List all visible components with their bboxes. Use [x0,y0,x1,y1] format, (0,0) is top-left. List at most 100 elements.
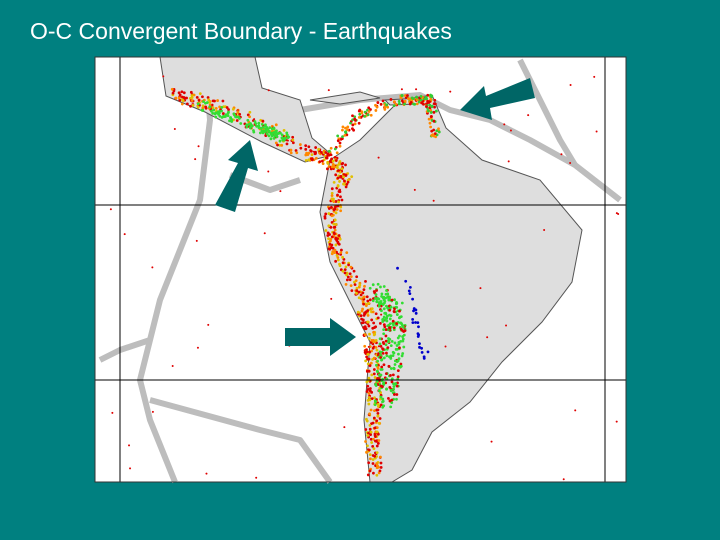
quake-dot [350,289,354,293]
quake-dot [357,115,361,119]
quake-dot [430,134,434,137]
quake-dot [397,357,401,361]
quake-dot [416,332,420,336]
quake-dot [387,298,391,302]
quake-dot [189,90,193,94]
quake-dot [210,103,214,107]
quake-dot [507,160,510,163]
quake-dot [368,424,372,427]
quake-dot [364,440,367,443]
quake-dot [231,107,235,111]
quake-dot [392,326,396,330]
quake-dot [373,434,377,437]
quake-dot [377,389,381,393]
quake-dot [330,157,333,161]
quake-dot [375,289,378,292]
quake-dot [383,107,387,111]
quake-dot [428,121,432,125]
quake-dot [335,166,339,170]
quake-dot [257,121,261,125]
quake-dot [220,109,223,113]
quake-dot [400,354,404,358]
quake-dot [408,102,412,106]
quake-dot [327,89,330,92]
quake-dot [343,179,346,183]
quake-dot [191,103,195,107]
quake-dot [362,295,366,299]
quake-dot [361,307,364,311]
quake-dot [372,356,376,360]
quake-dot [364,304,368,308]
quake-dot [276,143,279,147]
quake-dot [429,115,433,118]
quake-dot [205,472,208,475]
quake-dot [370,318,374,322]
quake-dot [180,90,184,94]
quake-dot [312,150,315,153]
quake-dot [391,319,395,323]
graticule [95,57,626,482]
quake-dot [178,98,182,102]
quake-dot [345,273,349,277]
quake-dot [367,357,371,361]
quake-dot [373,439,377,443]
quake-dot [320,151,323,154]
quake-dot [338,144,342,148]
quake-dot [342,258,346,261]
quake-dot [367,302,370,305]
quake-dot [195,95,199,99]
quake-dot [376,316,380,320]
quake-dot [274,141,278,145]
quake-dot [338,180,341,183]
quake-dot [377,301,381,304]
quake-dot [334,159,338,162]
quake-dot [381,340,385,344]
quake-dot [330,245,333,248]
quake-dot [336,193,339,197]
quake-dot [388,326,392,330]
quake-dot [314,156,318,160]
quake-dot [383,105,387,109]
quake-dot [206,96,210,99]
quake-dot [337,200,341,204]
quake-dot [249,123,253,127]
quake-dot [374,339,378,342]
quake-dot [278,139,282,143]
quake-dot [412,307,416,310]
quake-dot [185,102,189,106]
quake-dot [369,433,372,437]
quake-dot [338,160,342,163]
quake-dot [338,262,341,266]
quake-dot [226,114,230,118]
quake-dot [366,353,370,356]
quake-dot [344,130,348,134]
quake-dot [366,362,370,366]
quake-dot [381,397,385,401]
quake-dot [387,364,391,368]
quake-dot [338,141,342,145]
quake-dot [341,269,345,273]
quake-dot [345,251,349,255]
quake-dot [355,286,359,290]
quake-dot [182,91,186,95]
quake-dot [200,109,204,112]
quake-dot [379,102,383,106]
quake-dot [344,185,348,189]
quake-dot [286,139,289,142]
quake-dot [396,336,400,340]
quake-dot [351,114,354,118]
quake-dot [382,332,386,336]
quake-dot [365,350,369,354]
quake-dot [395,301,398,304]
quake-dot [341,255,344,259]
quake-dot [180,102,184,106]
quake-dot [171,91,175,95]
quake-dot [398,346,401,350]
quake-dot [388,385,392,389]
quake-dot [371,421,375,425]
quake-dot [569,162,572,165]
quake-dot [378,417,382,420]
quake-dot [509,129,512,132]
quake-dot [370,338,374,342]
